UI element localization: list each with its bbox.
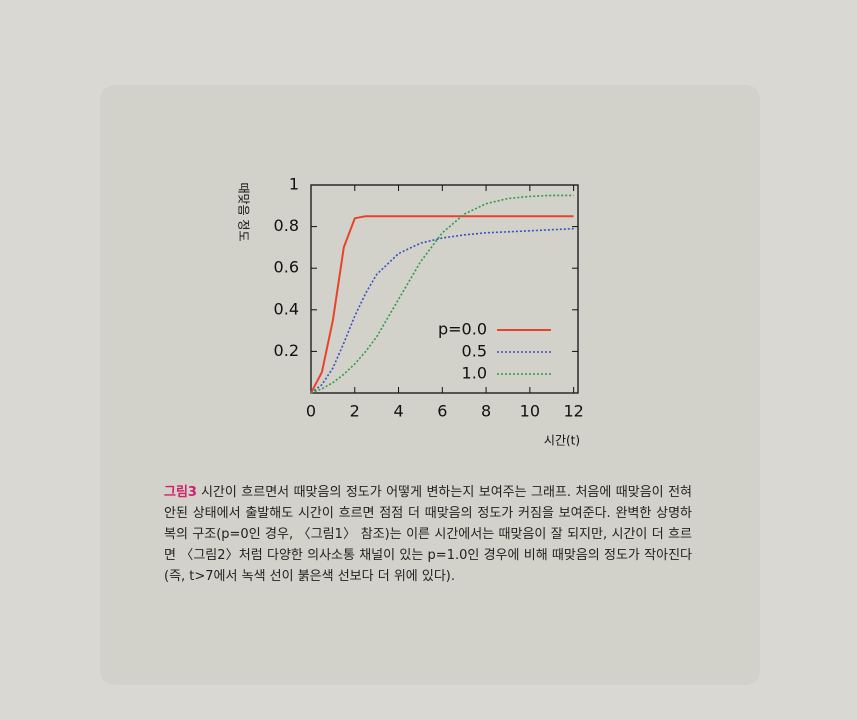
series-line [310, 194, 574, 394]
y-tick-label: 0.8 [274, 216, 299, 235]
caption-label: 그림3 [164, 485, 197, 500]
caption-text: 시간이 흐르면서 때맞음의 정도가 어떻게 변하는지 보여주는 그래프. 처음에… [164, 485, 692, 584]
x-tick-label: 2 [350, 402, 360, 421]
legend-label: 0.5 [462, 342, 487, 361]
x-axis-label: 시간(t) [544, 434, 580, 448]
y-tick-label: 0.2 [274, 341, 299, 360]
y-axis-label: 때맞음 정도 [237, 182, 251, 241]
y-tick-label: 1 [289, 175, 299, 194]
plot-frame [310, 184, 579, 394]
series-line [310, 227, 574, 394]
x-tick-label: 10 [520, 402, 540, 421]
x-tick-label: 0 [306, 402, 316, 421]
legend-label: 1.0 [462, 364, 487, 383]
y-tick-label: 0.6 [274, 258, 299, 277]
legend-label: p=0.0 [438, 320, 487, 339]
x-tick-label: 6 [437, 402, 447, 421]
chart: 때맞음 정도 시간(t) 0.20.40.60.810 2 4 6 8 10 12p=0.0… [237, 175, 584, 448]
series-line [310, 215, 574, 394]
x-tick-label: 12 [563, 402, 583, 421]
y-tick-label: 0.4 [274, 299, 299, 318]
x-tick-label: 8 [481, 402, 491, 421]
caption: 그림3 시간이 흐르면서 때맞음의 정도가 어떻게 변하는지 보여주는 그래프. … [164, 482, 692, 587]
x-tick-label: 4 [393, 402, 403, 421]
